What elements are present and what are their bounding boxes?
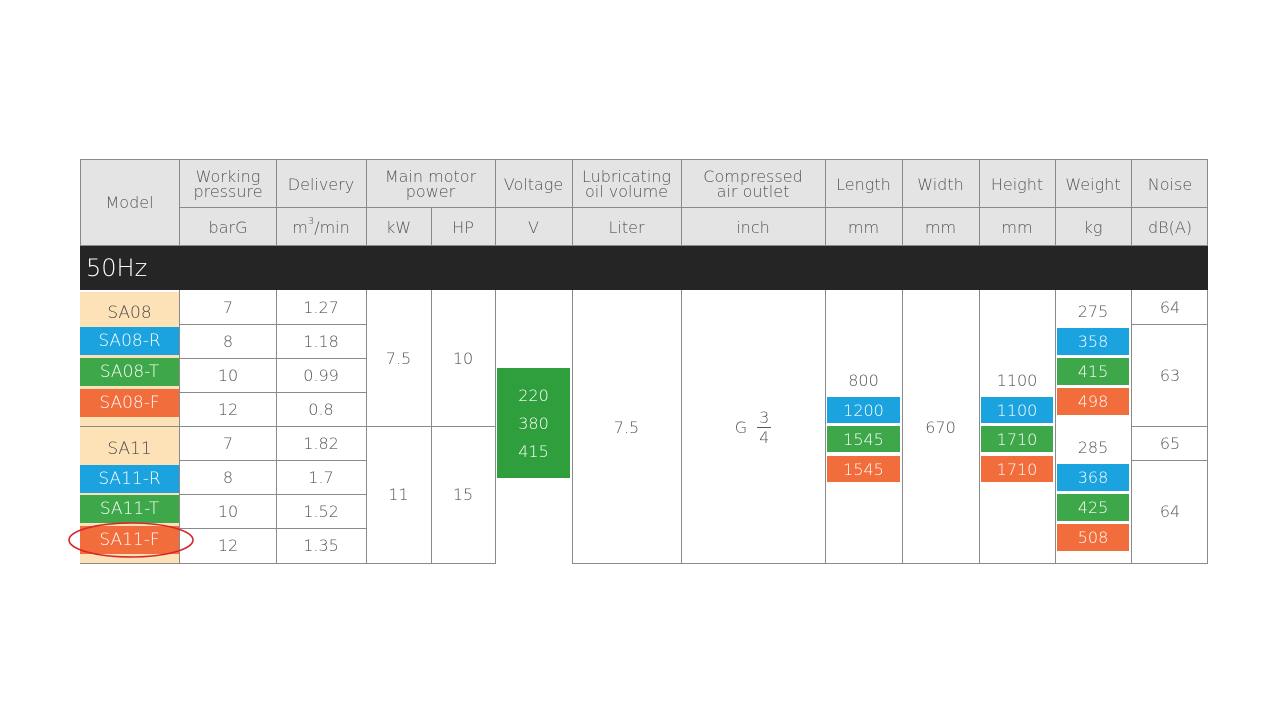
- weight-sa11-f: 508: [1057, 524, 1129, 551]
- model-sa11: SA11: [107, 439, 152, 459]
- header-weight: Weight: [1065, 174, 1121, 194]
- weight-sa08-t: 415: [1057, 358, 1129, 385]
- header-height: Height: [990, 174, 1044, 194]
- pressure-sa08-r: 8: [222, 331, 234, 351]
- header-delivery: Delivery: [287, 174, 355, 194]
- weight-sa11: 285: [1077, 437, 1109, 457]
- unit-delivery-rate: /min: [314, 217, 350, 237]
- header-main-motor-power: Main motor power: [384, 167, 477, 201]
- delivery-sa08: 1.27: [303, 298, 339, 317]
- voltage-415: 415: [518, 441, 549, 461]
- fraction-bar: [757, 426, 772, 428]
- unit-delivery-base: m: [292, 217, 308, 237]
- unit-width: mm: [903, 208, 978, 246]
- unit-hp: HP: [432, 208, 494, 246]
- delivery-sa08-r: 1.18: [303, 331, 339, 351]
- height-r: 1100: [981, 397, 1053, 423]
- noise-sa08-base: 64: [1159, 297, 1181, 317]
- model-sa08-t: SA08-T: [80, 358, 179, 386]
- unit-delivery-exponent: 3: [307, 216, 315, 227]
- pressure-sa11: 7: [222, 433, 234, 453]
- frequency-band: 50Hz: [80, 246, 1208, 290]
- power-kw-sa08: 7.5: [385, 349, 412, 368]
- width-value: 670: [925, 417, 956, 437]
- model-sa08-r: SA08-R: [80, 327, 179, 355]
- model-sa11-t: SA11-T: [80, 495, 179, 523]
- frequency-band-label: 50Hz: [86, 254, 148, 282]
- header-working-pressure: Working pressure: [193, 167, 263, 201]
- height-t: 1710: [981, 426, 1053, 452]
- air-outlet-value: G 3 4: [682, 292, 824, 562]
- height-base: 1100: [996, 370, 1038, 390]
- pressure-sa11-t: 10: [217, 501, 239, 521]
- weight-sa08: 275: [1077, 301, 1109, 321]
- delivery-sa08-f: 0.8: [308, 399, 334, 419]
- power-hp-sa11: 15: [452, 485, 474, 504]
- pressure-sa08-f: 12: [217, 399, 239, 419]
- model-sa08-f: SA08-F: [80, 389, 179, 417]
- unit-noise: dB(A): [1132, 208, 1208, 246]
- air-outlet-prefix: G: [734, 417, 748, 437]
- model-sa08: SA08: [107, 303, 152, 323]
- power-kw-sa11: 11: [388, 485, 409, 504]
- unit-lubricating-oil: Liter: [573, 208, 680, 246]
- delivery-sa11: 1.82: [303, 433, 339, 453]
- weight-sa08-f: 498: [1057, 388, 1129, 415]
- model-sa11-r: SA11-R: [80, 465, 179, 493]
- pressure-sa08-t: 10: [217, 365, 239, 385]
- weight-sa08-r: 358: [1057, 328, 1129, 355]
- pressure-sa11-r: 8: [222, 467, 234, 487]
- unit-pressure: barG: [181, 208, 275, 246]
- unit-weight: kg: [1056, 208, 1130, 246]
- power-hp-sa08: 10: [452, 349, 474, 368]
- header-noise: Noise: [1147, 174, 1193, 194]
- unit-voltage: V: [496, 208, 571, 246]
- delivery-sa11-r: 1.7: [308, 467, 334, 487]
- header-width: Width: [917, 174, 964, 194]
- voltage-380: 380: [518, 413, 549, 433]
- voltage-box: 220 380 415: [497, 368, 570, 478]
- pressure-sa08: 7: [222, 298, 234, 317]
- delivery-sa11-t: 1.52: [303, 501, 339, 521]
- unit-kw: kW: [367, 208, 430, 246]
- weight-sa11-r: 368: [1057, 464, 1129, 491]
- height-f: 1710: [981, 456, 1053, 482]
- header-compressed-air-outlet: Compressed air outlet: [703, 167, 803, 201]
- pressure-sa11-f: 12: [217, 536, 239, 555]
- header-length: Length: [836, 174, 891, 194]
- header-lubricating-oil-volume: Lubricating oil volume: [581, 167, 671, 201]
- unit-length: mm: [826, 208, 901, 246]
- noise-sa11-variants: 64: [1159, 502, 1181, 521]
- air-outlet-fraction: 3 4: [757, 407, 772, 447]
- air-outlet-denominator: 4: [759, 427, 770, 447]
- unit-delivery: m 3/min: [277, 208, 365, 246]
- weight-sa11-t: 425: [1057, 494, 1129, 521]
- voltage-220: 220: [518, 385, 549, 405]
- unit-height: mm: [980, 208, 1054, 246]
- model-sa11-f: SA11-F: [80, 526, 179, 554]
- delivery-sa08-t: 0.99: [303, 365, 339, 385]
- unit-air-outlet: inch: [682, 208, 824, 246]
- length-f: 1545: [827, 456, 900, 482]
- lubricating-oil-value: 7.5: [613, 417, 640, 437]
- air-outlet-numerator: 3: [759, 407, 770, 427]
- length-r: 1200: [827, 397, 900, 423]
- length-base: 800: [848, 370, 879, 390]
- header-model: Model: [105, 193, 154, 212]
- noise-sa11-base: 65: [1159, 433, 1181, 453]
- header-voltage: Voltage: [503, 174, 564, 194]
- delivery-sa11-f: 1.35: [303, 536, 339, 555]
- length-t: 1545: [827, 426, 900, 452]
- noise-sa08-variants: 63: [1159, 365, 1181, 385]
